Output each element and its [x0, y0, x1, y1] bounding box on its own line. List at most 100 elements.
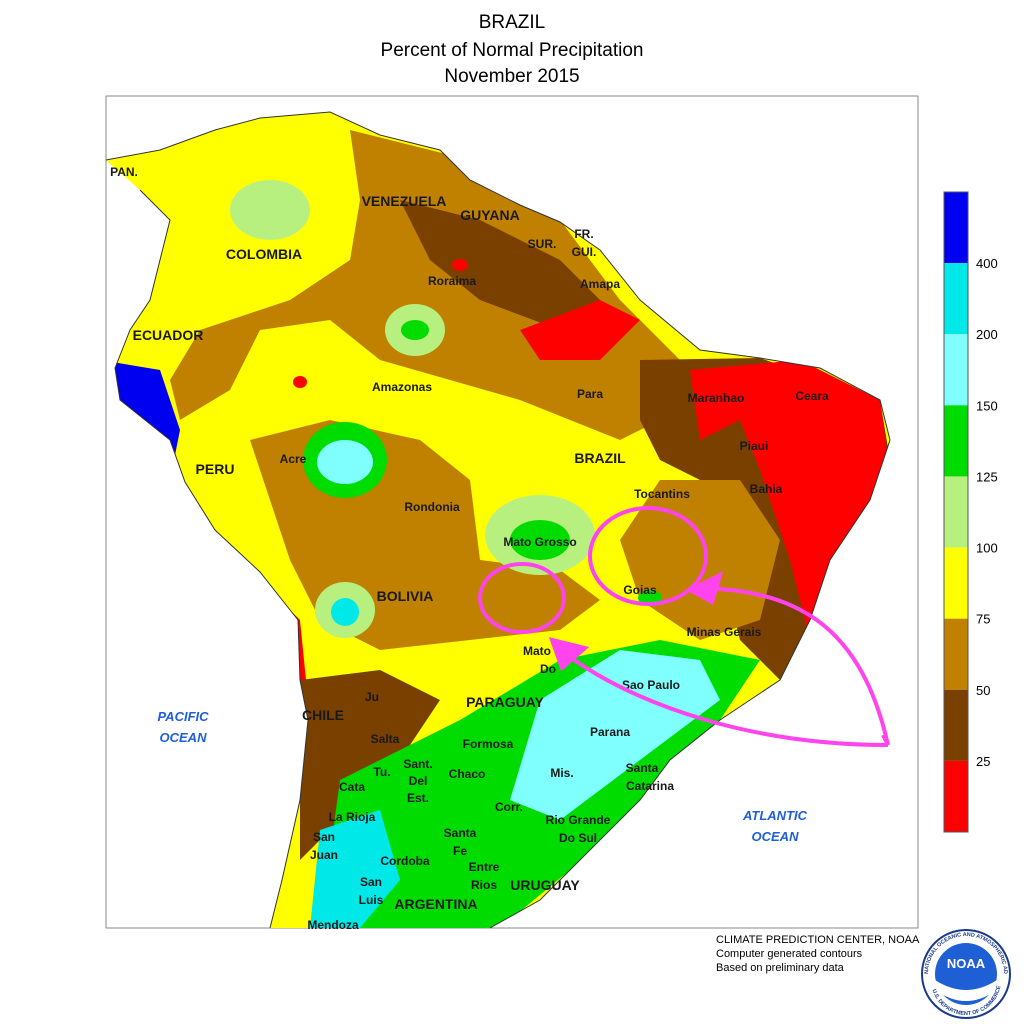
legend: 400 200 150 125 100 75 50 25 [943, 191, 998, 833]
label-line: Do Sul [559, 831, 597, 845]
region-label: San Juan [310, 830, 338, 862]
label-line: Fe [453, 844, 467, 858]
label-line: COLOMBIA [226, 246, 302, 262]
label-line: San [313, 830, 335, 844]
label-line: Del [409, 774, 428, 788]
label-line: San [360, 875, 382, 889]
arrow [881, 734, 890, 746]
region-label: Goias [623, 583, 657, 597]
legend-swatch [944, 547, 968, 619]
label-line: La Rioja [329, 810, 376, 824]
label-line: Sao Paulo [622, 678, 680, 692]
credit-line: Computer generated contours [716, 948, 863, 960]
legend-tick-label: 100 [976, 541, 998, 556]
region-label: Rio Grande Do Sul [546, 813, 611, 845]
highlight-circle [478, 562, 566, 634]
region-label: Acre [280, 452, 307, 466]
map [105, 95, 919, 929]
region-label: Santa Fe [444, 826, 477, 858]
region-label: Entre Rios [469, 860, 500, 892]
label-line: Entre [469, 860, 500, 874]
region-label: PAN. [110, 165, 138, 179]
label-line: Para [577, 387, 603, 401]
label-line: ARGENTINA [394, 896, 477, 912]
highlight-circle [588, 506, 708, 606]
coastline [105, 111, 891, 929]
label-line: Piaui [740, 439, 769, 453]
label-line: Rios [471, 878, 497, 892]
region-label: Tu. [373, 765, 390, 779]
label-line: Mis. [550, 766, 573, 780]
region-label: COLOMBIA [226, 246, 302, 262]
label-line: SUR. [528, 237, 557, 251]
label-line: Bahia [750, 482, 783, 496]
region-label: BOLIVIA [377, 588, 434, 604]
legend-tick-label: 400 [976, 256, 998, 271]
credit-line: Based on preliminary data [716, 962, 845, 974]
region-label: PARAGUAY [466, 694, 544, 710]
arrow [558, 648, 889, 747]
legend-tick-label: 150 [976, 398, 998, 413]
label-line: BRAZIL [574, 450, 626, 466]
label-line: OCEAN [160, 730, 208, 745]
legend-tick-label: 125 [976, 469, 998, 484]
label-line: Est. [407, 791, 429, 805]
region-label: ARGENTINA [394, 896, 477, 912]
region-label: Ceara [795, 389, 829, 403]
region-label: SUR. [528, 237, 557, 251]
label-line: FR. [574, 227, 593, 241]
region-label: URUGUAY [510, 877, 580, 893]
label-line: Goias [623, 583, 657, 597]
region-label: CHILE [302, 707, 344, 723]
label-line: Tu. [373, 765, 390, 779]
legend-swatch [944, 476, 968, 548]
label-line: PACIFIC [157, 709, 209, 724]
label-line: PARAGUAY [466, 694, 544, 710]
legend-swatch [944, 760, 968, 832]
legend-tick-label: 75 [976, 612, 990, 627]
region-label: Mis. [550, 766, 573, 780]
label-line: GUYANA [460, 207, 519, 223]
region-label: Mato Grosso [503, 535, 576, 549]
legend-swatch [944, 689, 968, 761]
region-label: Ju [365, 690, 379, 704]
label-line: Chaco [449, 767, 486, 781]
annotations [478, 506, 890, 747]
label-line: BOLIVIA [377, 588, 434, 604]
label-line: Mato [523, 644, 551, 658]
label-line: Ju [365, 690, 379, 704]
region-label: Corr. [495, 800, 523, 814]
legend-swatch [944, 334, 968, 406]
label-line: GUI. [572, 245, 597, 259]
region-label: Mato Do [523, 644, 556, 676]
title-line: BRAZIL [479, 12, 546, 33]
region-label: Chaco [449, 767, 486, 781]
label-line: URUGUAY [510, 877, 580, 893]
label-line: Corr. [495, 800, 523, 814]
label-line: Amapa [580, 277, 620, 291]
label-line: Rio Grande [546, 813, 611, 827]
label-line: CHILE [302, 707, 344, 723]
label-line: Mato Grosso [503, 535, 576, 549]
label-line: Sant. [403, 757, 432, 771]
title-line: November 2015 [444, 66, 579, 87]
region-label: La Rioja [329, 810, 376, 824]
region-label: Cata [339, 780, 365, 794]
region-label: Formosa [463, 737, 514, 751]
label-line: PAN. [110, 165, 138, 179]
label-line: Salta [371, 732, 400, 746]
ocean-label: ATLANTIC OCEAN [742, 808, 808, 844]
legend-tick-label: 50 [976, 683, 990, 698]
region-label: Sant. Del Est. [403, 757, 432, 805]
region-label: Tocantins [634, 487, 690, 501]
label-line: Acre [280, 452, 307, 466]
region-label: BRAZIL [574, 450, 626, 466]
label-line: ATLANTIC [742, 808, 808, 823]
label-line: OCEAN [752, 829, 800, 844]
region-label: PERU [196, 461, 235, 477]
arrow [699, 586, 890, 746]
logo-name: NOAA [947, 956, 986, 971]
region-label: VENEZUELA [362, 193, 447, 209]
label-line: VENEZUELA [362, 193, 447, 209]
